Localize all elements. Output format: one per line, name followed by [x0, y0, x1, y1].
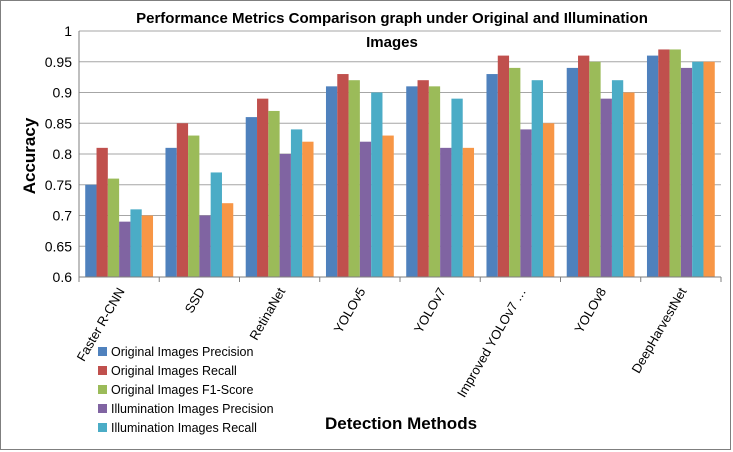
y-tick-label: 0.95	[45, 54, 72, 70]
bar	[417, 80, 429, 277]
bar	[279, 154, 291, 277]
bar	[428, 86, 441, 277]
y-tick-label: 0.7	[53, 208, 73, 224]
bar	[107, 178, 120, 277]
bar	[96, 147, 108, 277]
bar	[359, 141, 372, 277]
bar	[646, 55, 659, 277]
bar	[337, 74, 349, 277]
legend-swatch	[98, 347, 107, 356]
legend-label: Original Images Precision	[111, 345, 253, 359]
bar	[85, 184, 97, 277]
bar	[119, 221, 131, 277]
chart-title-line-2: Images	[366, 34, 418, 51]
bar	[406, 86, 418, 277]
bar	[611, 80, 624, 277]
y-tick-labels: 0.6 0.65 0.7 0.75 0.8 0.85 0.9 0.95 1	[45, 23, 72, 285]
bar	[451, 98, 463, 278]
bar	[497, 55, 510, 277]
bar	[440, 147, 452, 277]
x-tick-label: YOLOv7	[411, 285, 449, 336]
legend-label: Illumination Images Recall	[111, 421, 257, 435]
bar	[290, 129, 303, 277]
bar	[141, 215, 154, 277]
legend-swatch	[98, 404, 107, 413]
axes	[78, 31, 722, 282]
chart-title-line-1: Performance Metrics Comparison graph und…	[136, 10, 648, 27]
legend: Original Images Precision Original Images…	[98, 345, 274, 435]
bar	[245, 117, 258, 277]
bar	[210, 172, 222, 277]
bar	[520, 129, 532, 277]
x-tick-label: DeepHarvestNet	[628, 285, 689, 376]
x-axis-title: Detection Methods	[325, 414, 477, 433]
bar	[669, 49, 681, 278]
x-tick-label: RetinaNet	[246, 285, 288, 343]
bar	[658, 49, 670, 278]
y-tick-label: 0.6	[53, 269, 73, 285]
bars	[85, 49, 715, 278]
bar	[382, 135, 394, 277]
x-tick-label: Improved YOLOv7 …	[454, 285, 529, 400]
bar	[302, 141, 314, 277]
bar	[486, 74, 498, 277]
bar	[542, 123, 555, 277]
bar	[348, 80, 360, 277]
bar	[221, 203, 234, 277]
legend-label: Illumination Images Precision	[111, 402, 274, 416]
y-tick-label: 0.65	[45, 238, 72, 254]
bar	[176, 123, 189, 277]
bar	[268, 110, 280, 277]
y-tick-label: 0.75	[45, 177, 72, 193]
bar	[130, 209, 142, 277]
x-tick-label: YOLOv5	[331, 285, 369, 336]
bar	[623, 92, 635, 277]
legend-label: Original Images F1-Score	[111, 383, 253, 397]
bar	[589, 61, 601, 277]
bar	[600, 98, 612, 278]
legend-swatch	[98, 385, 107, 394]
bar	[188, 135, 200, 277]
bar	[325, 86, 338, 277]
y-tick-label: 0.9	[53, 85, 73, 101]
bar	[165, 147, 177, 277]
bar	[703, 61, 715, 277]
x-tick-label: SSD	[182, 285, 208, 316]
bar	[578, 55, 590, 277]
y-tick-label: 1	[64, 23, 72, 39]
bar	[692, 61, 704, 277]
bar	[531, 80, 543, 277]
legend-swatch	[98, 423, 107, 432]
y-tick-label: 0.85	[45, 115, 72, 131]
bar	[680, 67, 693, 278]
bar	[509, 67, 521, 278]
bar	[257, 98, 269, 278]
bar	[566, 67, 579, 278]
bar	[462, 147, 475, 277]
bar	[199, 215, 211, 277]
legend-label: Original Images Recall	[111, 364, 237, 378]
y-tick-label: 0.8	[53, 146, 73, 162]
legend-swatch	[98, 366, 107, 375]
y-axis-title: Accuracy	[20, 117, 39, 194]
bar	[371, 92, 383, 277]
x-tick-label: YOLOv8	[571, 285, 609, 336]
